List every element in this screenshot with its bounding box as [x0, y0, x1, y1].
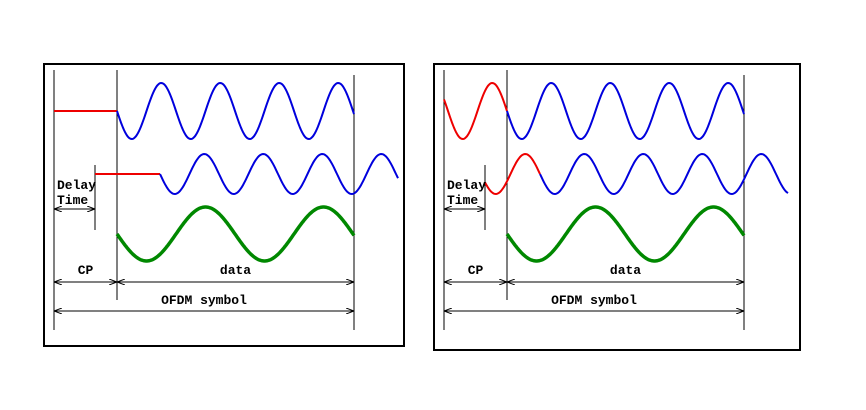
- signal-red: [484, 152, 541, 196]
- signal-blue: [159, 152, 399, 196]
- data-label: data: [610, 263, 641, 278]
- signal-red: [443, 81, 508, 141]
- cp-label: CP: [468, 263, 484, 278]
- delay-label: Time: [447, 193, 478, 208]
- delay-label: Delay: [57, 178, 96, 193]
- symbol-label: OFDM symbol: [161, 293, 247, 308]
- signal-blue: [116, 81, 355, 141]
- signal-green: [115, 205, 356, 263]
- cp-label: CP: [78, 263, 94, 278]
- panel-frame: [433, 63, 801, 351]
- signal-blue: [506, 81, 745, 141]
- panel-frame: [43, 63, 405, 347]
- delay-label: Time: [57, 193, 88, 208]
- delay-label: Delay: [447, 178, 486, 193]
- data-label: data: [220, 263, 251, 278]
- symbol-label: OFDM symbol: [551, 293, 637, 308]
- signal-blue: [539, 152, 789, 196]
- signal-green: [505, 205, 746, 263]
